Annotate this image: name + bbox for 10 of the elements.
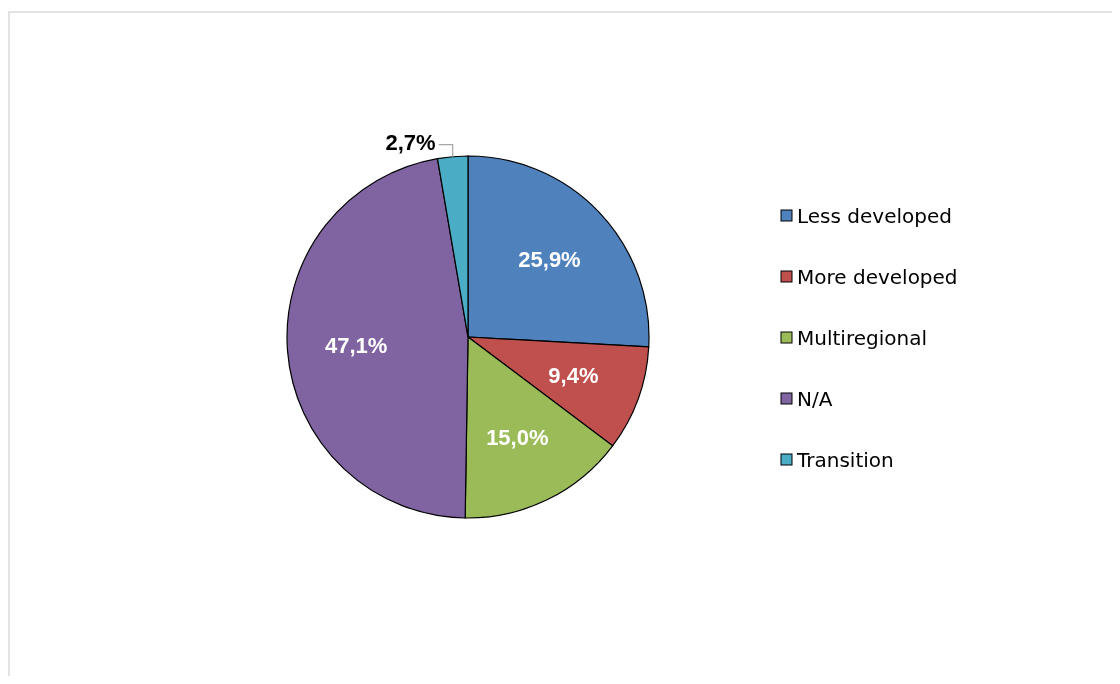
legend-label: Transition: [796, 448, 894, 472]
legend-label: N/A: [797, 387, 833, 411]
legend-label: More developed: [797, 265, 958, 289]
data-label: 15,0%: [486, 425, 549, 451]
legend-label: Multiregional: [797, 326, 927, 350]
data-label: 9,4%: [548, 362, 599, 388]
data-label: 47,1%: [324, 333, 388, 359]
legend-label: Less developed: [797, 204, 952, 228]
data-label: 25,9%: [518, 247, 581, 273]
data-label: 2,7%: [385, 130, 436, 156]
